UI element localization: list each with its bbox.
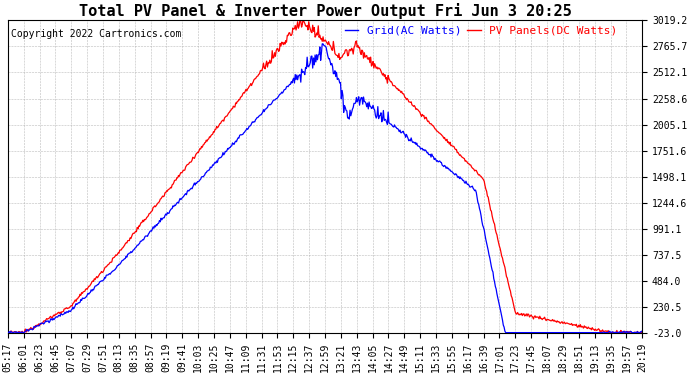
Legend: Grid(AC Watts), PV Panels(DC Watts): Grid(AC Watts), PV Panels(DC Watts) xyxy=(345,26,618,36)
Title: Total PV Panel & Inverter Power Output Fri Jun 3 20:25: Total PV Panel & Inverter Power Output F… xyxy=(79,3,571,19)
Text: Copyright 2022 Cartronics.com: Copyright 2022 Cartronics.com xyxy=(11,29,181,39)
